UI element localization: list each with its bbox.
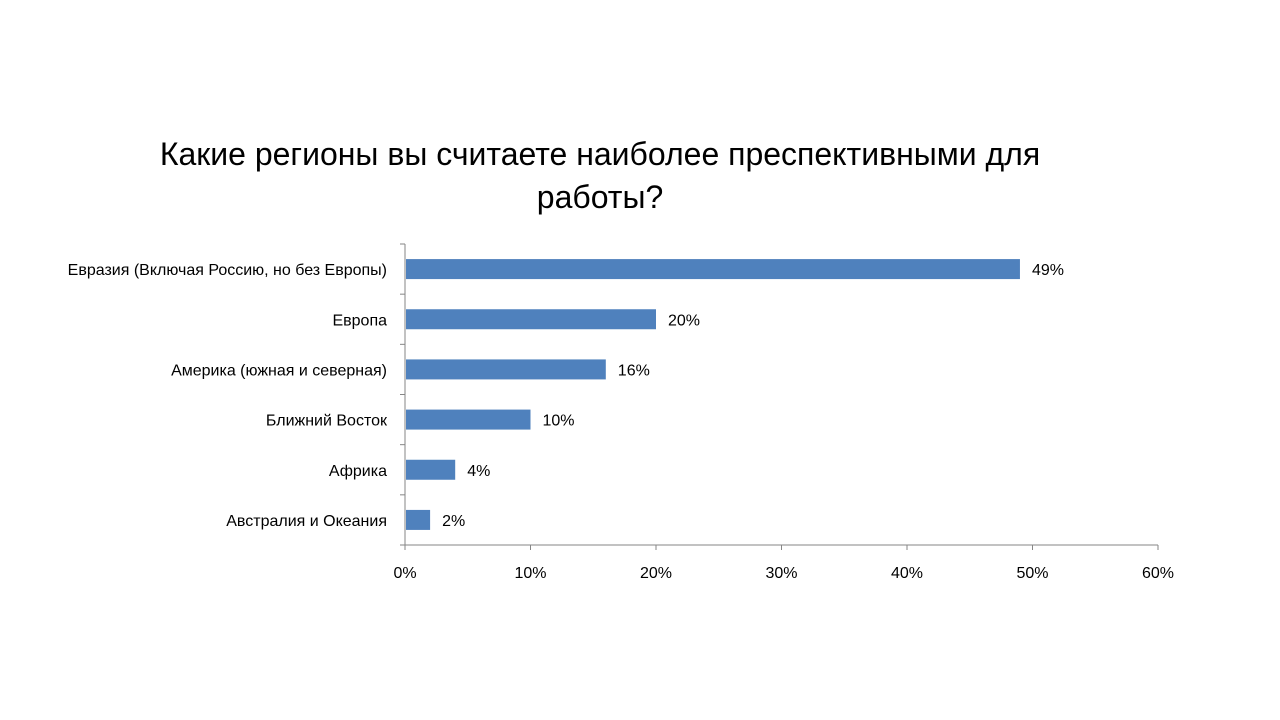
x-tick-label: 50% [1016,565,1048,582]
chart-title-line-1: Какие регионы вы считаете наиболее пресп… [159,136,1041,172]
x-tick-label: 60% [1142,565,1174,582]
x-tick-label: 20% [640,565,672,582]
bar [406,259,1020,280]
chart-title-line-2: работы? [536,179,664,215]
category-label: Европа [332,312,387,329]
bar [406,459,456,480]
x-tick-label: 30% [765,565,797,582]
bar [406,359,606,380]
bar-value-label: 10% [543,413,575,430]
bar-value-label: 20% [668,312,700,329]
bar-value-label: 49% [1032,262,1064,279]
bar [406,309,656,330]
chart-title: Какие регионы вы считаете наиболее пресп… [100,133,1100,219]
x-tick-label: 10% [514,565,546,582]
category-label: Америка (южная и северная) [171,362,387,379]
bar-value-label: 2% [442,513,465,530]
x-tick-label: 0% [393,565,416,582]
bar-value-label: 4% [467,463,490,480]
category-label: Ближний Восток [266,413,388,430]
category-label: Африка [329,463,387,480]
bar-value-label: 16% [618,362,650,379]
category-label: Евразия (Включая Россию, но без Европы) [68,262,387,279]
category-label: Австралия и Океания [226,513,387,530]
x-tick-label: 40% [891,565,923,582]
bar [406,409,531,430]
bar [406,509,431,530]
